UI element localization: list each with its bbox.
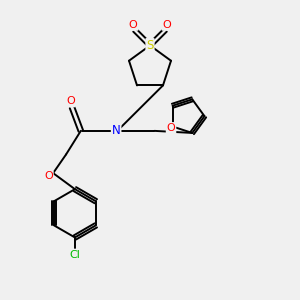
Text: O: O	[167, 123, 176, 133]
Text: O: O	[66, 96, 75, 106]
Text: O: O	[44, 172, 53, 182]
Text: O: O	[162, 20, 171, 30]
Text: O: O	[129, 20, 138, 30]
Text: S: S	[146, 39, 154, 52]
Text: Cl: Cl	[70, 250, 80, 260]
Text: N: N	[112, 124, 121, 137]
